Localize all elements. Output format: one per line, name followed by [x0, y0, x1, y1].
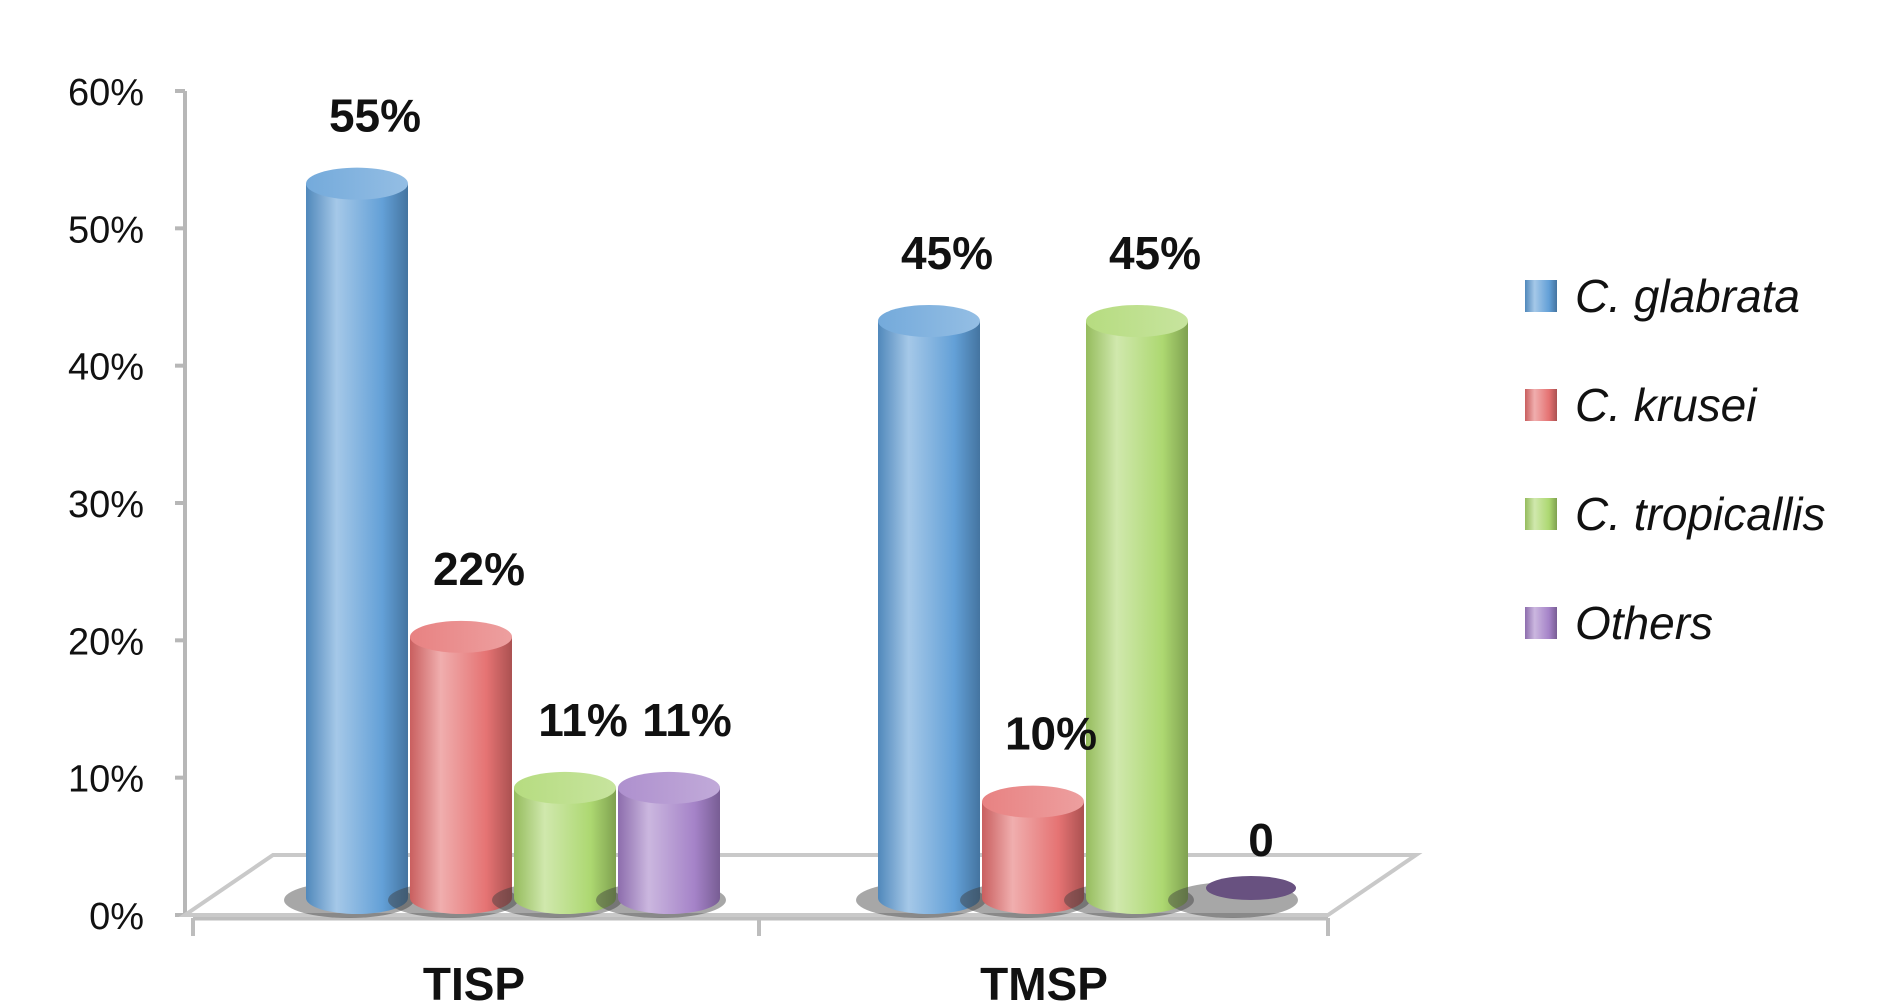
bar-cylinder-body — [306, 183, 408, 914]
y-tick-label: 20% — [68, 621, 144, 663]
legend-label: C. krusei — [1575, 379, 1758, 431]
legend-entry: Others — [1525, 597, 1713, 649]
bar — [388, 620, 518, 918]
legend-entry: C. glabrata — [1525, 270, 1800, 322]
bar-cylinder-body — [878, 321, 980, 914]
legend-swatch — [1525, 498, 1557, 530]
legend-label: C. glabrata — [1575, 270, 1800, 322]
legend-swatch — [1525, 389, 1557, 421]
legend-entry: C. tropicallis — [1525, 488, 1826, 540]
bar — [1168, 876, 1298, 918]
data-label: 11% — [538, 694, 628, 746]
bar-cylinder-top — [618, 771, 720, 804]
bar-cylinder-top — [410, 620, 512, 653]
bar — [856, 305, 986, 918]
bar-cylinder-body — [410, 636, 512, 914]
data-label: 45% — [901, 227, 993, 279]
data-labels: 55% 22% 11% 11% 45% 10% 45% 0 — [329, 90, 1274, 866]
y-tick-label: 60% — [68, 72, 144, 114]
axes: 0% 10% 20% 30% 40% 50% 60% TISP TMSP — [68, 72, 1330, 1008]
y-tick-label: 10% — [68, 759, 144, 801]
bar-cylinder-body — [982, 801, 1084, 914]
legend-swatch — [1525, 280, 1557, 312]
data-label: 11% — [642, 694, 732, 746]
bar-cylinder-top — [1086, 305, 1188, 337]
legend-label: Others — [1575, 597, 1713, 649]
y-tick-label: 40% — [68, 347, 144, 389]
bar-zero-disc — [1206, 876, 1296, 900]
data-label: 10% — [1005, 708, 1097, 760]
bar — [1064, 305, 1194, 918]
bar-cylinder-body — [514, 787, 616, 914]
bar-cylinder-top — [514, 771, 616, 804]
data-label: 22% — [433, 543, 525, 595]
data-label: 45% — [1109, 227, 1201, 279]
legend-entry: C. krusei — [1525, 379, 1758, 431]
bar-cylinder-top — [878, 305, 980, 337]
bar — [960, 785, 1090, 918]
bar-cylinder-top — [306, 167, 408, 200]
legend-swatch — [1525, 607, 1557, 639]
y-tick-label: 50% — [68, 209, 144, 251]
bar — [284, 167, 414, 918]
data-label: 55% — [329, 90, 421, 142]
bar-cylinder-body — [618, 787, 720, 914]
data-label: 0 — [1248, 814, 1274, 866]
x-category-label: TMSP — [980, 958, 1108, 1008]
legend: C. glabrata C. krusei C. tropicallis Others — [1525, 270, 1826, 649]
bar-cylinder-body — [1086, 321, 1188, 914]
bar-cylinder-top — [982, 785, 1084, 818]
y-tick-label: 0% — [89, 896, 144, 938]
legend-label: C. tropicallis — [1575, 488, 1826, 540]
bar — [492, 771, 622, 918]
bars — [284, 167, 1298, 918]
bar — [596, 771, 726, 918]
x-category-label: TISP — [423, 958, 525, 1008]
y-tick-label: 30% — [68, 484, 144, 526]
